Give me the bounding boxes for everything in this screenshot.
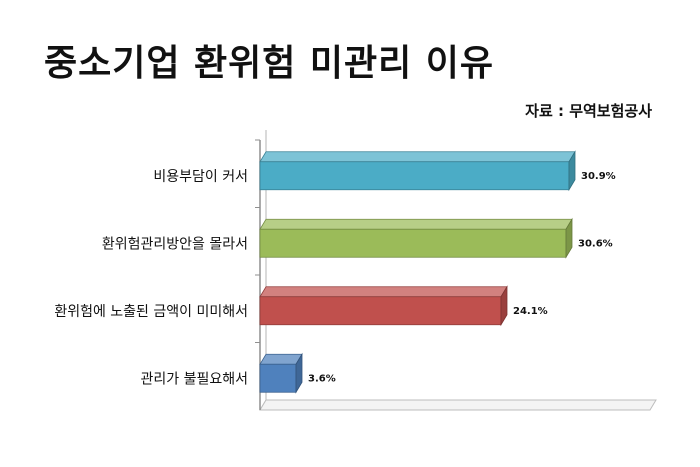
chart-title: 중소기업 환위험 미관리 이유 <box>44 43 495 84</box>
category-label: 환위험에 노출된 금액이 미미해서 <box>54 304 248 320</box>
category-label: 관리가 불필요해서 <box>141 371 249 387</box>
chart-floor <box>259 399 657 411</box>
bars <box>259 150 576 394</box>
category-label: 비용부담이 커서 <box>153 169 248 185</box>
value-label: 30.6% <box>578 238 613 249</box>
bar <box>259 285 508 327</box>
bar <box>259 150 576 192</box>
value-label: 24.1% <box>513 306 548 317</box>
labels: 비용부담이 커서 30.9% 환위험관리방안을 몰라서 30.6% 환위험에 노출된 금… <box>54 169 615 388</box>
bar <box>259 217 573 259</box>
bar <box>259 352 303 394</box>
source-note: 자료 : 무역보험공사 <box>525 102 652 120</box>
value-label: 3.6% <box>308 373 336 384</box>
value-label: 30.9% <box>581 171 616 182</box>
category-label: 환위험관리방안을 몰라서 <box>102 236 248 252</box>
